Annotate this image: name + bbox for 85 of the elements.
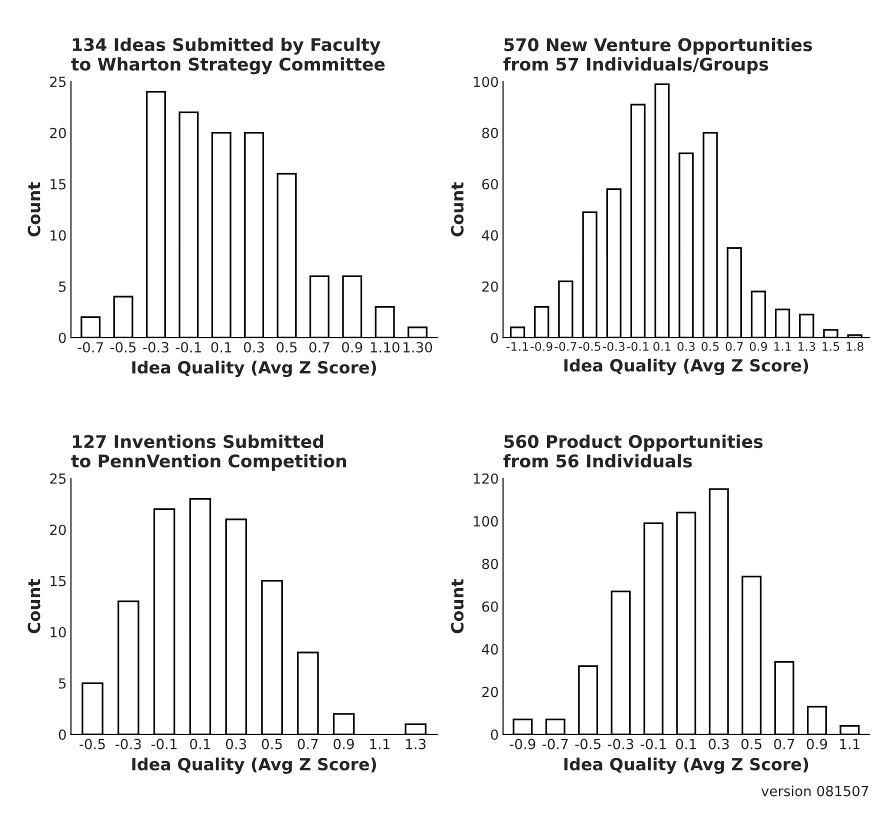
x-tick-label: -0.3 [608, 738, 634, 750]
x-tick-label: -0.9 [510, 738, 536, 750]
y-tick-label: 120 [474, 473, 498, 484]
x-tick-label: 0.3 [226, 738, 246, 750]
x-tick-label: -0.7 [554, 342, 576, 351]
x-tick-label: 0.5 [741, 738, 762, 750]
x-tick-label: -0.3 [116, 738, 141, 750]
x-tick-label: -0.5 [110, 342, 136, 353]
x-tick-label: 1.1 [774, 342, 791, 351]
y-tick-label: 0 [58, 729, 66, 740]
x-tick-label: 0.3 [244, 342, 264, 353]
y-tick-label: 5 [59, 678, 66, 689]
x-tick-label: -0.1 [640, 738, 666, 750]
y-tick-label: 100 [474, 76, 498, 88]
x-tick-label: 0.9 [342, 342, 362, 353]
x-tick-label: -1.1 [506, 342, 528, 351]
x-tick-label: 1.3 [798, 342, 816, 351]
y-axis-title: Count [28, 579, 40, 634]
x-tick-label: -0.1 [627, 342, 648, 351]
x-tick-label: 0.7 [298, 738, 318, 750]
x-tick-label: -0.1 [151, 738, 177, 750]
x-tick-label: 0.9 [806, 738, 828, 750]
x-tick-label: -0.3 [602, 342, 624, 351]
y-tick-label: 0 [490, 729, 498, 740]
x-tick-label: 0.7 [774, 738, 794, 750]
y-tick-label: 80 [482, 128, 498, 138]
y-tick-label: 80 [482, 558, 498, 570]
chart-title: 560 Product Opportunities from 56 Individuals [503, 434, 763, 468]
x-tick-label: 0.7 [726, 342, 743, 351]
y-axis-title: Count [451, 182, 464, 236]
x-tick-label: 1.30 [404, 342, 432, 353]
x-tick-label: -0.1 [176, 342, 201, 353]
x-tick-label: -0.5 [578, 342, 600, 351]
x-tick-label: 1.8 [846, 342, 864, 351]
x-tick-label: 0.9 [750, 342, 767, 351]
x-tick-label: -0.7 [78, 342, 103, 353]
chart-title: 570 New Venture Opportunities from 57 Individuals/Groups [503, 38, 812, 74]
y-tick-label: 10 [50, 230, 66, 241]
x-tick-label: -0.5 [80, 738, 105, 750]
x-tick-label: 0.5 [262, 738, 282, 750]
x-tick-label: 1.10 [370, 342, 400, 353]
y-tick-label: 20 [482, 686, 498, 698]
chart-title: 134 Ideas Submitted by Faculty to Wharton Strategy Committee [71, 38, 385, 74]
x-tick-label: 0.3 [678, 342, 695, 351]
x-tick-label: 0.5 [702, 342, 719, 351]
y-tick-label: 0 [58, 332, 66, 344]
x-tick-label: 0.7 [309, 342, 330, 353]
x-tick-label: 0.1 [676, 738, 696, 750]
x-tick-label: -0.3 [143, 342, 168, 353]
x-tick-label: 1.1 [840, 738, 860, 750]
y-tick-label: 0 [490, 332, 498, 344]
x-tick-label: 0.1 [190, 738, 210, 750]
y-axis-title: Count [451, 579, 464, 634]
y-tick-label: 100 [474, 516, 498, 527]
x-tick-label: -0.7 [542, 738, 568, 750]
y-tick-label: 20 [482, 281, 498, 292]
y-tick-label: 5 [59, 282, 66, 292]
x-axis-title: Idea Quality (Avg Z Score) [564, 358, 808, 376]
x-tick-label: 1.3 [406, 738, 426, 750]
x-tick-label: 0.5 [276, 342, 297, 353]
y-axis-title: Count [28, 182, 40, 236]
x-axis-title: Idea Quality (Avg Z Score) [132, 360, 376, 378]
x-tick-label: 0.1 [211, 342, 232, 353]
x-tick-label: 0.9 [334, 738, 354, 750]
y-tick-label: 25 [50, 76, 66, 88]
y-tick-label: 15 [50, 576, 66, 586]
chart-title: 127 Inventions Submitted to PennVention Competition [71, 434, 346, 471]
y-tick-label: 40 [482, 644, 498, 655]
x-tick-label: 1.5 [822, 342, 840, 351]
x-axis-title: Idea Quality (Avg Z Score) [132, 758, 376, 774]
x-tick-label: 0.3 [708, 738, 729, 750]
x-tick-label: -0.5 [575, 738, 600, 750]
y-tick-label: 60 [482, 178, 498, 190]
y-tick-label: 10 [50, 626, 66, 638]
y-tick-label: 60 [482, 601, 498, 612]
x-tick-label: -0.9 [530, 342, 552, 351]
y-tick-label: 15 [50, 179, 66, 190]
y-tick-label: 40 [482, 230, 498, 241]
x-tick-label: 0.1 [653, 342, 670, 351]
x-axis-title: Idea Quality (Avg Z Score) [564, 758, 808, 774]
text: version 081507 [761, 786, 868, 796]
y-tick-label: 20 [50, 524, 66, 536]
x-tick-label: 1.1 [370, 738, 390, 750]
y-tick-label: 20 [50, 128, 66, 138]
y-tick-label: 25 [50, 473, 66, 484]
